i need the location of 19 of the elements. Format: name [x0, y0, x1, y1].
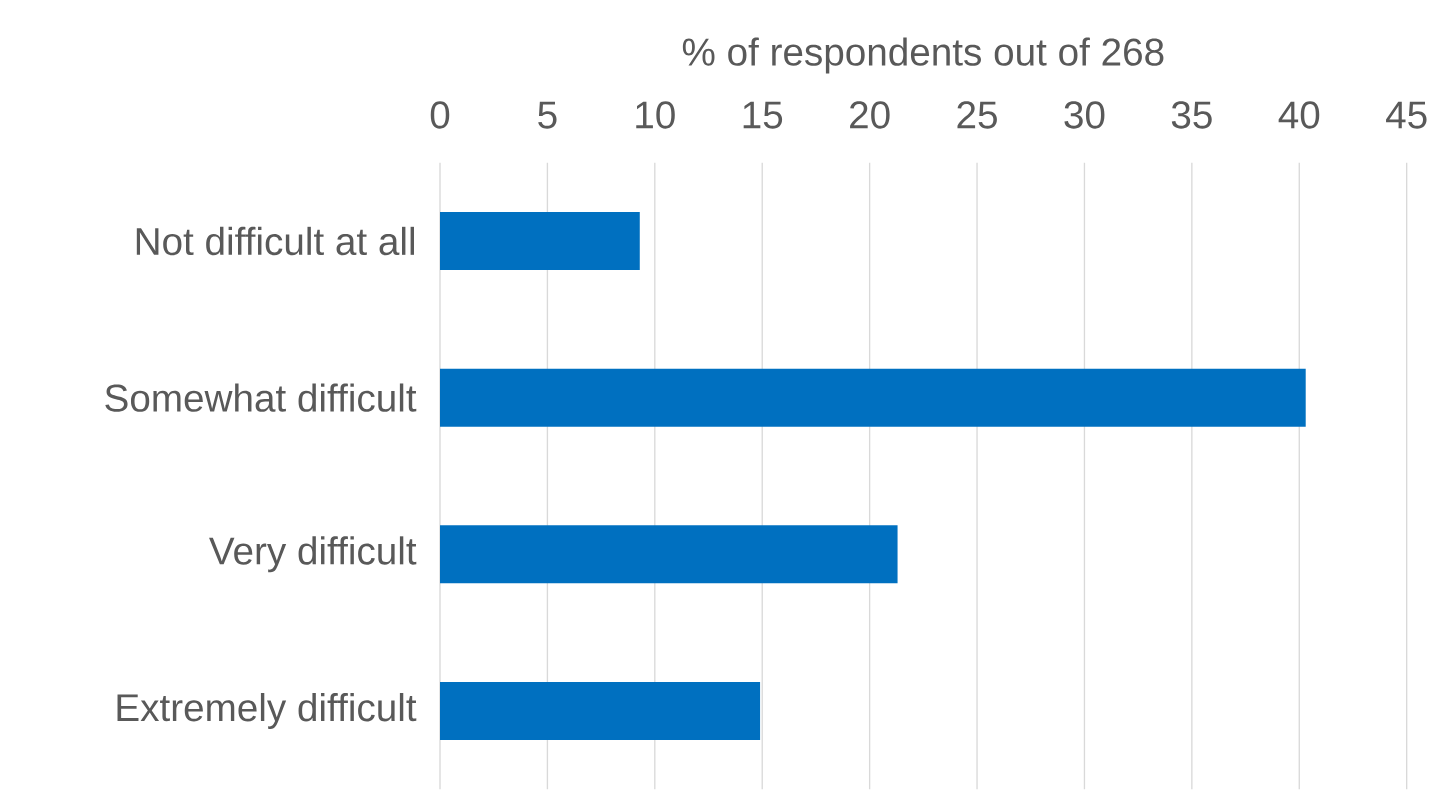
- x-tick-label: 5: [538, 101, 557, 129]
- x-tick-label: 45: [1386, 101, 1427, 129]
- y-tick-label: Not difficult at all: [136, 226, 414, 256]
- bar: [440, 212, 640, 271]
- y-tick-label: Extremely difficult: [117, 692, 417, 730]
- x-tick-label: 35: [1171, 101, 1212, 129]
- x-tick-label: 15: [743, 101, 783, 129]
- x-axis-title: % of respondents out of 268: [682, 37, 1164, 74]
- bar: [440, 682, 761, 741]
- x-tick-label: 30: [1064, 101, 1105, 129]
- bar: [440, 368, 1306, 427]
- x-tick-label: 20: [850, 101, 890, 129]
- x-tick-label: 10: [636, 101, 675, 129]
- y-tick-label: Very difficult: [209, 536, 417, 573]
- y-tick-label: Somewhat difficult: [105, 383, 417, 412]
- x-tick-label: 0: [430, 101, 450, 129]
- bar: [440, 525, 898, 584]
- x-tick-label: 25: [957, 101, 997, 129]
- x-tick-label: 40: [1278, 101, 1320, 129]
